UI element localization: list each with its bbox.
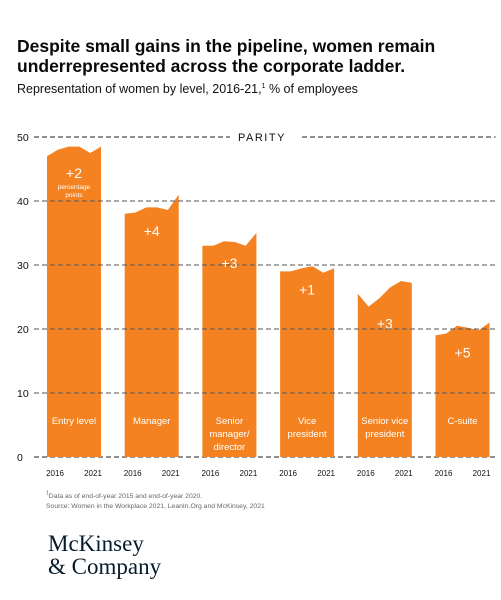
logo-line-2: & Company — [48, 554, 162, 579]
level-label: director — [214, 442, 246, 453]
y-tick-label: 40 — [17, 196, 29, 208]
x-tick-label: 2016 — [435, 469, 453, 478]
level-label: president — [365, 429, 404, 440]
level-label: Senior — [216, 416, 243, 427]
x-tick-label: 2021 — [162, 469, 180, 478]
change-note: percentage — [58, 184, 91, 191]
footnote-data-note: 1Data as of end-of-year 2015 and end-of-… — [46, 490, 265, 502]
footnote-marker: 1 — [46, 490, 49, 497]
change-value: +3 — [221, 255, 237, 271]
y-tick-label: 10 — [17, 388, 29, 400]
change-value: +1 — [299, 282, 315, 298]
change-value: +4 — [144, 223, 160, 239]
chart-title: Despite small gains in the pipeline, wom… — [17, 36, 436, 76]
x-tick-label: 2016 — [202, 469, 220, 478]
logo-line-1: McKinsey — [48, 531, 144, 556]
parity-label: PARITY — [238, 132, 286, 144]
x-tick-label: 2016 — [279, 469, 297, 478]
chart-subtitle: Representation of women by level, 2016-2… — [17, 82, 358, 96]
change-value: +3 — [377, 316, 393, 332]
level-label: Vice — [298, 416, 316, 427]
area-series — [280, 266, 335, 457]
area-series — [124, 194, 179, 457]
x-tick-label: 2021 — [84, 469, 102, 478]
x-tick-label: 2016 — [124, 469, 142, 478]
subtitle-main: Representation of women by level, 2016-2… — [17, 82, 262, 96]
x-tick-label: 2021 — [240, 469, 258, 478]
footnote: 1Data as of end-of-year 2015 and end-of-… — [46, 490, 265, 512]
area-series — [47, 146, 101, 457]
change-value: +2 — [66, 165, 82, 181]
x-tick-label: 2021 — [473, 469, 491, 478]
x-tick-label: 2016 — [46, 469, 64, 478]
area-series — [357, 281, 412, 457]
x-tick-label: 2016 — [357, 469, 375, 478]
level-label: Senior vice — [361, 416, 408, 427]
area-series — [435, 322, 490, 457]
subtitle-unit: % of employees — [265, 82, 358, 96]
y-tick-label: 20 — [17, 324, 29, 336]
x-tick-label: 2021 — [317, 469, 335, 478]
footnote-data-text: Data as of end-of-year 2015 and end-of-y… — [48, 493, 203, 500]
mckinsey-logo: McKinsey & Company — [48, 532, 161, 578]
x-tick-label: 2021 — [395, 469, 413, 478]
level-label: manager/ — [209, 429, 249, 440]
area-series — [202, 233, 257, 457]
y-tick-label: 30 — [17, 260, 29, 272]
level-label: C-suite — [447, 416, 477, 427]
level-label: Manager — [133, 416, 171, 427]
y-tick-label: 50 — [17, 132, 29, 144]
change-note: points — [65, 192, 83, 199]
subtitle-footnote-marker: 1 — [261, 82, 266, 90]
level-label: Entry level — [52, 416, 96, 427]
change-value: +5 — [455, 344, 471, 360]
level-label: president — [288, 429, 327, 440]
footnote-source: Source: Women in the Workplace 2021, Lea… — [46, 503, 265, 510]
y-tick-label: 0 — [17, 452, 23, 464]
